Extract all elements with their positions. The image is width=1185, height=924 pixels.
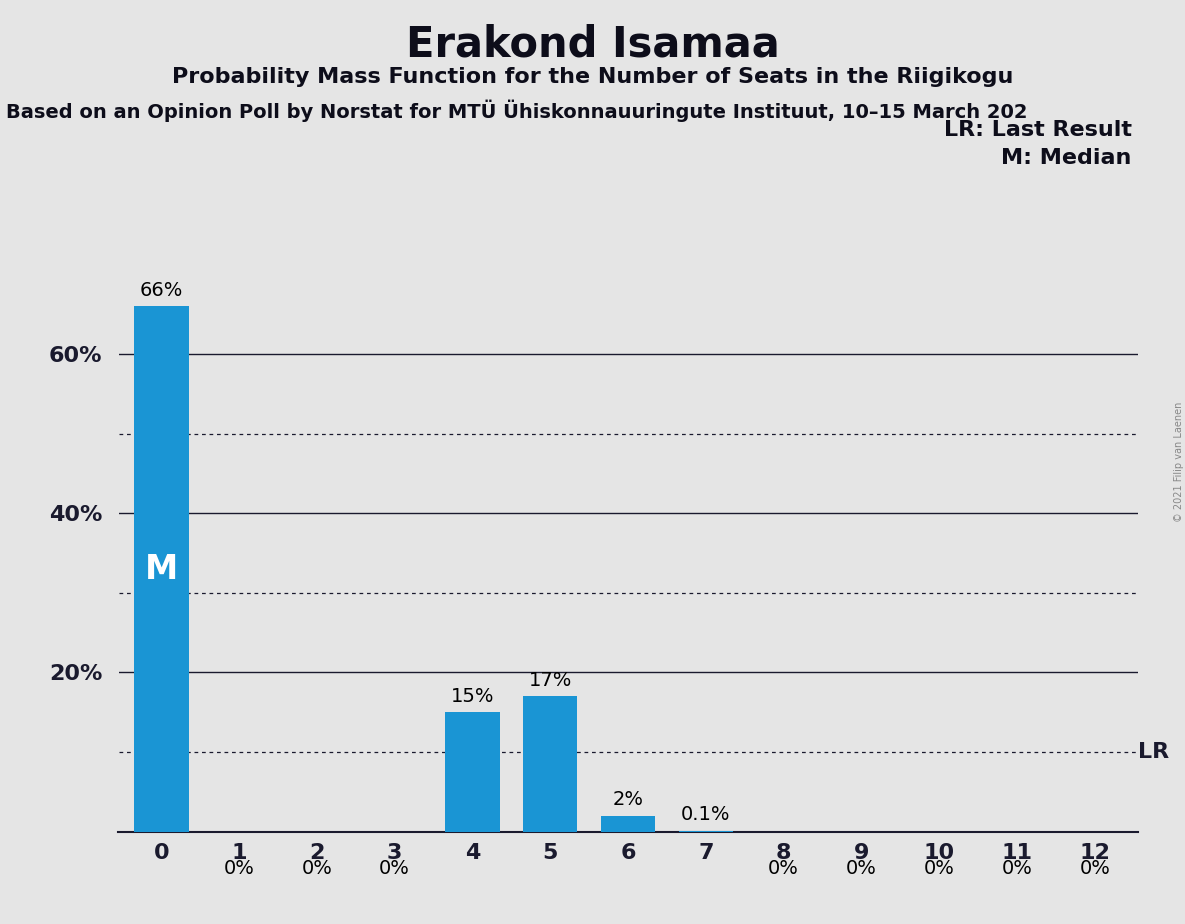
Text: M: M xyxy=(145,553,178,586)
Text: 0%: 0% xyxy=(224,859,255,879)
Text: 0%: 0% xyxy=(379,859,410,879)
Text: 0%: 0% xyxy=(1001,859,1032,879)
Text: M: Median: M: Median xyxy=(1001,148,1132,168)
Text: 66%: 66% xyxy=(140,281,182,300)
Text: 17%: 17% xyxy=(529,671,572,690)
Bar xyxy=(446,712,500,832)
Text: Erakond Isamaa: Erakond Isamaa xyxy=(405,23,780,65)
Text: 2%: 2% xyxy=(613,790,643,809)
Text: 0%: 0% xyxy=(924,859,955,879)
Text: LR: LR xyxy=(1138,742,1168,762)
Text: Based on an Opinion Poll by Norstat for MTÜ Ühiskonnauuringute Instituut, 10–15 : Based on an Opinion Poll by Norstat for … xyxy=(6,100,1027,122)
Bar xyxy=(134,307,188,832)
Bar xyxy=(523,697,577,832)
Text: 0.1%: 0.1% xyxy=(681,806,731,824)
Text: 0%: 0% xyxy=(1080,859,1110,879)
Text: 0%: 0% xyxy=(301,859,332,879)
Text: Probability Mass Function for the Number of Seats in the Riigikogu: Probability Mass Function for the Number… xyxy=(172,67,1013,87)
Text: 0%: 0% xyxy=(768,859,799,879)
Text: © 2021 Filip van Laenen: © 2021 Filip van Laenen xyxy=(1174,402,1184,522)
Bar xyxy=(601,816,655,832)
Text: LR: Last Result: LR: Last Result xyxy=(943,120,1132,140)
Text: 0%: 0% xyxy=(846,859,877,879)
Text: 15%: 15% xyxy=(450,687,494,706)
